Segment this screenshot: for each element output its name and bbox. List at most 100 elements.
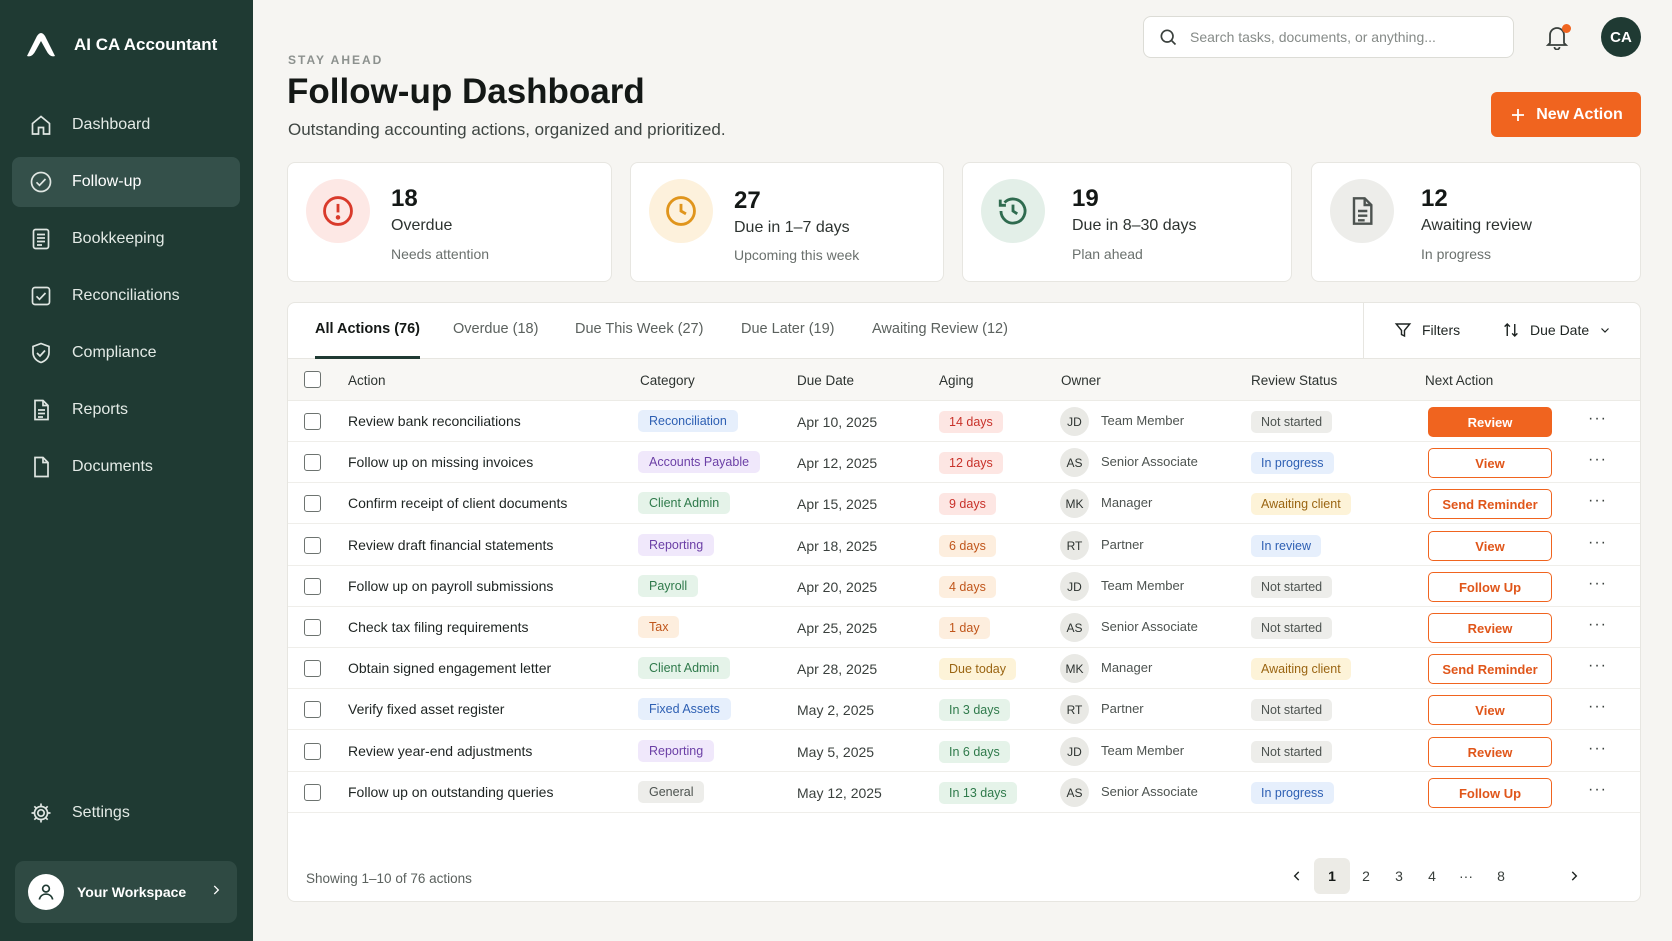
action-name[interactable]: Follow up on missing invoices: [348, 454, 534, 470]
column-header-due-date[interactable]: Due Date: [797, 373, 855, 388]
tab-due-this-week[interactable]: Due This Week (27): [575, 321, 704, 337]
sidebar-item-label: Dashboard: [72, 116, 151, 133]
sidebar-item-compliance[interactable]: Compliance: [12, 328, 240, 378]
next-page-button[interactable]: [1556, 858, 1592, 894]
table-row[interactable]: Follow up on outstanding queries General M…: [288, 772, 1640, 813]
column-header-review-status[interactable]: Review Status: [1251, 373, 1338, 388]
action-name[interactable]: Verify fixed asset register: [348, 701, 505, 717]
tab-all-actions[interactable]: All Actions (76): [315, 321, 421, 337]
page-button[interactable]: 1: [1314, 858, 1350, 894]
stat-card-overdue[interactable]: 18 Overdue Needs attention: [287, 162, 612, 282]
sidebar-item-documents[interactable]: Documents: [12, 442, 240, 492]
report-icon: [34, 399, 49, 421]
page-button[interactable]: 4: [1428, 868, 1436, 884]
row-checkbox[interactable]: [304, 495, 321, 512]
table-tools: Filters Due Date: [1363, 303, 1640, 359]
previous-page-button[interactable]: [1279, 858, 1315, 894]
more-options-icon[interactable]: ···: [1588, 740, 1607, 757]
row-checkbox[interactable]: [304, 701, 321, 718]
table-row[interactable]: Obtain signed engagement letter Client Ad…: [288, 648, 1640, 689]
more-options-icon[interactable]: ···: [1588, 781, 1607, 798]
filters-button[interactable]: Filters: [1394, 321, 1460, 339]
search-icon: [1160, 29, 1177, 46]
sidebar-item-bookkeeping[interactable]: Bookkeeping: [12, 214, 240, 264]
row-checkbox[interactable]: [304, 454, 321, 471]
table-row[interactable]: Check tax filing requirements Tax Apr 25, …: [288, 607, 1640, 648]
column-header-owner[interactable]: Owner: [1061, 373, 1101, 388]
select-all-checkbox[interactable]: [304, 371, 321, 388]
action-name[interactable]: Follow up on outstanding queries: [348, 784, 554, 800]
tab-awaiting-review[interactable]: Awaiting Review (12): [872, 321, 1008, 337]
action-name[interactable]: Check tax filing requirements: [348, 619, 529, 635]
next-action-button[interactable]: Send Reminder: [1428, 654, 1552, 684]
action-name[interactable]: Follow up on payroll submissions: [348, 578, 554, 594]
action-name[interactable]: Review year-end adjustments: [348, 743, 533, 759]
workspace-switcher[interactable]: Your Workspace: [15, 861, 237, 923]
row-checkbox[interactable]: [304, 660, 321, 677]
brand[interactable]: AI CA Accountant: [24, 30, 217, 60]
more-options-icon[interactable]: ···: [1588, 410, 1607, 427]
table-row[interactable]: Verify fixed asset register Fixed Assets M…: [288, 689, 1640, 730]
more-options-icon[interactable]: ···: [1588, 451, 1607, 468]
sidebar-item-settings[interactable]: Settings: [12, 788, 240, 838]
next-action-button[interactable]: View: [1428, 448, 1552, 478]
sidebar-item-dashboard[interactable]: Dashboard: [12, 100, 240, 150]
action-name[interactable]: Review draft financial statements: [348, 537, 554, 553]
action-name[interactable]: Confirm receipt of client documents: [348, 495, 568, 511]
row-checkbox[interactable]: [304, 537, 321, 554]
column-header-action[interactable]: Action: [348, 373, 386, 388]
review-status-badge: Awaiting client: [1251, 493, 1351, 515]
more-options-icon[interactable]: ···: [1588, 534, 1607, 551]
more-options-icon[interactable]: ···: [1588, 698, 1607, 715]
page-button[interactable]: 2: [1362, 868, 1370, 884]
row-checkbox[interactable]: [304, 578, 321, 595]
page-button[interactable]: 3: [1395, 868, 1403, 884]
table-row[interactable]: Review draft financial statements Reporti…: [288, 525, 1640, 566]
tab-due-later[interactable]: Due Later (19): [741, 321, 835, 337]
category-badge: Client Admin: [638, 492, 731, 514]
table-row[interactable]: Review year-end adjustments Reporting May …: [288, 731, 1640, 772]
search-input[interactable]: [1190, 29, 1490, 45]
page-title: Follow-up Dashboard: [287, 72, 645, 111]
search-box[interactable]: [1143, 16, 1514, 58]
next-action-button[interactable]: View: [1428, 695, 1552, 725]
action-name[interactable]: Review bank reconciliations: [348, 413, 521, 429]
next-action-button[interactable]: Review: [1428, 613, 1552, 643]
column-header-aging[interactable]: Aging: [939, 373, 974, 388]
new-action-button[interactable]: New Action: [1491, 92, 1641, 137]
column-header-next-action[interactable]: Next Action: [1425, 373, 1494, 388]
more-options-icon[interactable]: ···: [1588, 616, 1607, 633]
next-action-button[interactable]: Review: [1428, 737, 1552, 767]
next-action-button[interactable]: Send Reminder: [1428, 489, 1552, 519]
stat-card-due-week[interactable]: 27 Due in 1–7 days Upcoming this week: [630, 162, 944, 282]
page-button[interactable]: 8: [1497, 868, 1505, 884]
stat-card-due-later[interactable]: 19 Due in 8–30 days Plan ahead: [962, 162, 1292, 282]
sidebar-item-reconciliations[interactable]: Reconciliations: [12, 271, 240, 321]
sort-dropdown[interactable]: Due Date: [1502, 321, 1611, 339]
row-checkbox[interactable]: [304, 413, 321, 430]
row-checkbox[interactable]: [304, 619, 321, 636]
next-action-button[interactable]: Follow Up: [1428, 572, 1552, 602]
next-action-button[interactable]: Follow Up: [1428, 778, 1552, 808]
stat-card-awaiting-review[interactable]: 12 Awaiting review In progress: [1311, 162, 1641, 282]
notifications-button[interactable]: [1545, 24, 1571, 52]
row-checkbox[interactable]: [304, 743, 321, 760]
action-name[interactable]: Obtain signed engagement letter: [348, 660, 552, 676]
row-checkbox[interactable]: [304, 784, 321, 801]
table-row[interactable]: Follow up on payroll submissions Payroll A…: [288, 566, 1640, 607]
tab-overdue[interactable]: Overdue (18): [453, 321, 539, 337]
user-avatar[interactable]: CA: [1601, 17, 1641, 57]
app-name: AI CA Accountant: [74, 35, 218, 54]
owner-role: Senior Associate: [1101, 784, 1198, 799]
next-action-button[interactable]: View: [1428, 531, 1552, 561]
next-action-button[interactable]: Review: [1428, 407, 1552, 437]
sidebar-item-follow-up[interactable]: Follow-up: [12, 157, 240, 207]
sidebar-item-reports[interactable]: Reports: [12, 385, 240, 435]
table-row[interactable]: Follow up on missing invoices Accounts Pa…: [288, 442, 1640, 483]
more-options-icon[interactable]: ···: [1588, 575, 1607, 592]
column-header-category[interactable]: Category: [640, 373, 695, 388]
table-row[interactable]: Confirm receipt of client documents Clien…: [288, 483, 1640, 524]
table-row[interactable]: Review bank reconciliations Reconciliatio…: [288, 401, 1640, 442]
more-options-icon[interactable]: ···: [1588, 657, 1607, 674]
more-options-icon[interactable]: ···: [1588, 492, 1607, 509]
